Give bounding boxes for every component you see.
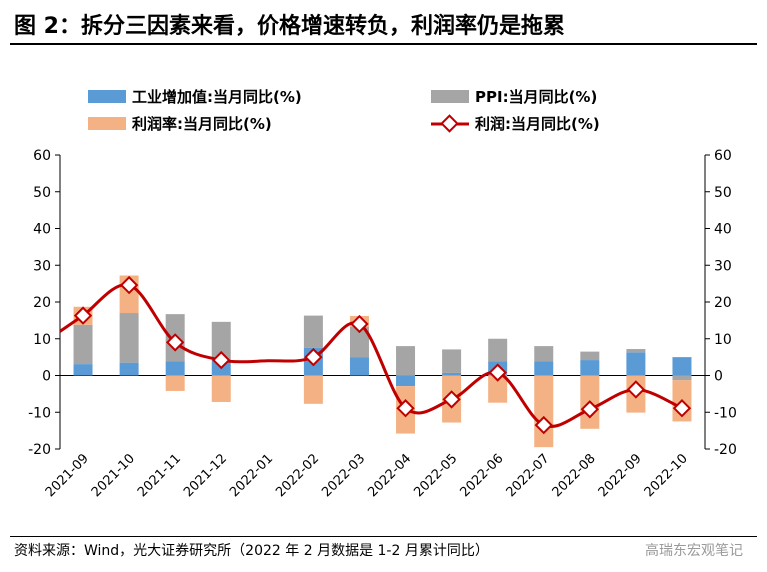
legend-swatch-margin <box>88 117 126 130</box>
profit-marker <box>442 390 461 409</box>
legend-marker-profit <box>440 114 459 133</box>
profit-marker <box>488 363 507 382</box>
profit-marker <box>304 347 323 367</box>
profit-marker <box>212 350 231 370</box>
y-tick-label-left: 60 <box>33 148 51 164</box>
profit-marker <box>165 333 185 352</box>
bar-industrial <box>396 375 416 387</box>
x-tick-label: 2021-10 <box>89 451 138 500</box>
bar-margin <box>303 375 323 404</box>
x-tick-label: 2022-07 <box>504 451 553 500</box>
bar-industrial <box>165 361 185 376</box>
bar-ppi <box>580 351 600 361</box>
bar-ppi <box>119 313 139 363</box>
bar-ppi <box>73 324 93 365</box>
x-tick-label: 2022-02 <box>273 451 322 500</box>
y-tick-label-left: 20 <box>33 295 51 311</box>
y-tick-label-right: -10 <box>714 405 737 421</box>
x-tick-label: 2021-11 <box>135 451 184 500</box>
y-tick-label-right: 40 <box>714 222 732 238</box>
y-tick-label-right: 10 <box>714 332 732 348</box>
bar-ppi <box>396 346 416 376</box>
bar-ppi <box>534 346 554 362</box>
profit-marker <box>119 275 139 295</box>
y-tick-label-right: -20 <box>714 442 737 458</box>
y-tick-label-left: -20 <box>28 442 51 458</box>
bar-industrial <box>119 362 139 376</box>
bar-ppi <box>626 349 646 353</box>
y-tick-label-right: 30 <box>714 258 732 274</box>
chart-title: 图 2：拆分三因素来看，价格增速转负，利润率仍是拖累 <box>14 14 565 39</box>
x-tick-label: 2022-08 <box>550 451 599 500</box>
legend: 工业增加值:当月同比(%) PPI:当月同比(%) 利润率:当月同比(%) 利润… <box>88 88 600 133</box>
y-tick-label-left: 0 <box>42 369 51 385</box>
bar-ppi <box>349 326 369 358</box>
legend-label-ppi: PPI:当月同比(%) <box>475 88 597 106</box>
x-tick-label: 2022-10 <box>642 451 691 500</box>
watermark: 高瑞东宏观笔记 <box>645 543 743 559</box>
profit-marker <box>626 380 646 399</box>
title-rule <box>10 43 757 45</box>
profit-marker <box>580 400 600 419</box>
profit-marker <box>534 415 553 435</box>
bar-ppi <box>211 321 231 360</box>
legend-swatch-industrial <box>88 90 126 103</box>
bar-ppi <box>303 315 323 348</box>
bar-margin <box>534 375 554 448</box>
x-tick-label: 2022-01 <box>227 451 276 500</box>
bar-margin <box>165 375 185 391</box>
bar-industrial <box>626 352 646 376</box>
bar-industrial <box>349 357 369 376</box>
y-tick-label-left: -10 <box>28 405 51 421</box>
legend-label-industrial: 工业增加值:当月同比(%) <box>132 88 302 106</box>
y-tick-label-right: 50 <box>714 185 732 201</box>
legend-swatch-ppi <box>431 90 469 103</box>
x-tick-label: 2022-04 <box>365 451 414 500</box>
bar-industrial <box>73 364 93 376</box>
bar-margin <box>211 375 231 402</box>
y-tick-label-left: 10 <box>33 332 51 348</box>
x-tick-label: 2022-03 <box>319 451 368 500</box>
x-tick-label: 2022-09 <box>596 451 645 500</box>
footer-rule <box>10 536 757 537</box>
x-tick-label: 2022-05 <box>411 451 460 500</box>
x-tick-label: 2021-12 <box>181 451 230 500</box>
bar-industrial <box>534 361 554 376</box>
bar-industrial <box>672 357 692 376</box>
bar-ppi <box>672 375 692 381</box>
y-tick-label-left: 30 <box>33 258 51 274</box>
bar-industrial <box>580 360 600 376</box>
legend-label-margin: 利润率:当月同比(%) <box>132 115 272 133</box>
y-tick-label-right: 20 <box>714 295 732 311</box>
bar-industrial <box>442 372 462 376</box>
bar-ppi <box>442 349 462 373</box>
bar-margin <box>488 375 508 403</box>
x-tick-label: 2022-06 <box>457 451 506 500</box>
legend-label-profit: 利润:当月同比(%) <box>475 115 600 133</box>
x-tick-label: 2021-09 <box>43 451 92 500</box>
y-tick-label-left: 50 <box>33 185 51 201</box>
profit-marker <box>672 399 692 418</box>
y-tick-label-right: 60 <box>714 148 732 164</box>
y-tick-label-right: 0 <box>714 369 723 385</box>
y-tick-label-left: 40 <box>33 222 51 238</box>
bar-ppi <box>488 338 508 362</box>
profit-marker <box>350 314 369 334</box>
profit-marker <box>73 306 93 325</box>
profit-marker <box>396 399 415 418</box>
source-note: 资料来源：Wind，光大证券研究所（2022 年 2 月数据是 1-2 月累计同… <box>14 543 489 559</box>
